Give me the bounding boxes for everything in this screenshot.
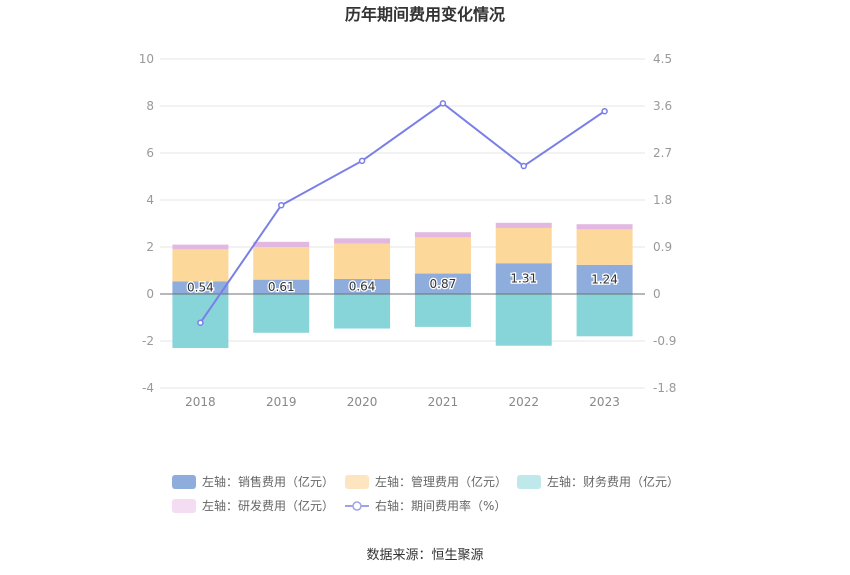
bar-segment [576,224,633,230]
left-tick-label: -4 [142,381,154,395]
rate-point [520,162,527,170]
left-tick-label: -2 [142,334,154,348]
rate-point [439,100,447,107]
right-tick-label: 0 [653,287,661,301]
bar-segment [334,294,391,329]
bar-segment [253,247,310,280]
grid-lines [160,58,645,389]
bar-data-label: 1.24 [591,272,618,286]
bar-segment [414,237,471,274]
bar-segment [334,238,391,244]
left-tick-label: 2 [146,240,154,254]
left-tick-label: 4 [146,193,154,207]
source-note: 数据来源：恒生聚源 [366,548,483,563]
bar-segment [253,279,310,294]
legend-label: 左轴：财务费用（亿元） [547,474,679,489]
bar-segment [576,229,633,265]
right-tick-label: -0.9 [653,334,676,348]
bar-data-label: 0.87 [430,277,457,291]
x-axis: 2018 2019 2020 2021 2022 2023 [185,395,620,409]
right-axis: -1.8 -0.9 0 0.9 1.8 2.7 3.6 4.5 [653,52,676,395]
rate-line [199,102,606,324]
right-tick-label: 2.7 [653,146,672,160]
x-tick-label: 2018 [185,395,216,409]
bar-segment [576,294,633,337]
bar-segment [253,241,310,247]
left-tick-label: 0 [146,287,154,301]
x-tick-label: 2019 [266,395,297,409]
bar-data-label: 0.54 [187,281,214,295]
bar-segment [172,244,229,250]
x-tick-label: 2020 [347,395,378,409]
rate-point [197,319,204,326]
right-tick-label: 4.5 [653,52,672,66]
bar-segment [414,273,471,294]
bar-segment [334,278,391,294]
bar-segment [576,264,633,294]
bar-data-label: 1.31 [510,272,537,286]
legend-label: 左轴：销售费用（亿元） [202,474,334,489]
bar-segment [172,249,229,282]
rate-point [358,157,366,165]
data-labels: 0.54 0.61 0.64 0.87 1.31 1.24 [186,270,619,296]
right-tick-label: -1.8 [653,381,676,395]
right-tick-label: 1.8 [653,193,672,207]
right-tick-label: 3.6 [653,99,672,113]
legend-swatch [517,475,541,489]
legend-label: 右轴：期间费用率（%） [375,498,506,513]
bar-data-label: 0.61 [268,280,295,294]
bar-segment [495,222,552,228]
x-tick-label: 2023 [589,395,620,409]
legend-swatch [172,475,196,489]
x-tick-label: 2021 [428,395,459,409]
legend-marker-icon [352,501,362,511]
left-tick-label: 10 [139,52,154,66]
bar-series [172,222,633,349]
legend: 左轴：销售费用（亿元） 左轴：管理费用（亿元） 左轴：财务费用（亿元） 左轴：研发费用… [172,474,679,513]
legend-label: 左轴：研发费用（亿元） [202,498,334,513]
bar-segment [414,294,471,327]
bar-segment [414,232,471,238]
line-series [197,100,608,326]
legend-swatch [345,475,369,489]
left-tick-label: 8 [146,99,154,113]
x-tick-label: 2022 [508,395,539,409]
rate-point [278,201,285,209]
legend-label: 左轴：管理费用（亿元） [375,474,507,489]
bar-segment [334,243,391,279]
bar-segment [253,294,310,333]
legend-swatch [172,499,196,513]
left-axis: -4 -2 0 2 4 6 8 10 [139,52,154,395]
left-tick-label: 6 [146,146,154,160]
rate-point [601,107,608,115]
bar-segment [495,263,552,294]
bar-segment [495,227,552,264]
bar-data-label: 0.64 [349,279,376,293]
bar-segment [495,294,552,346]
bar-segment [172,281,229,294]
right-tick-label: 0.9 [653,240,672,254]
chart-title: 历年期间费用变化情况 [345,5,505,24]
